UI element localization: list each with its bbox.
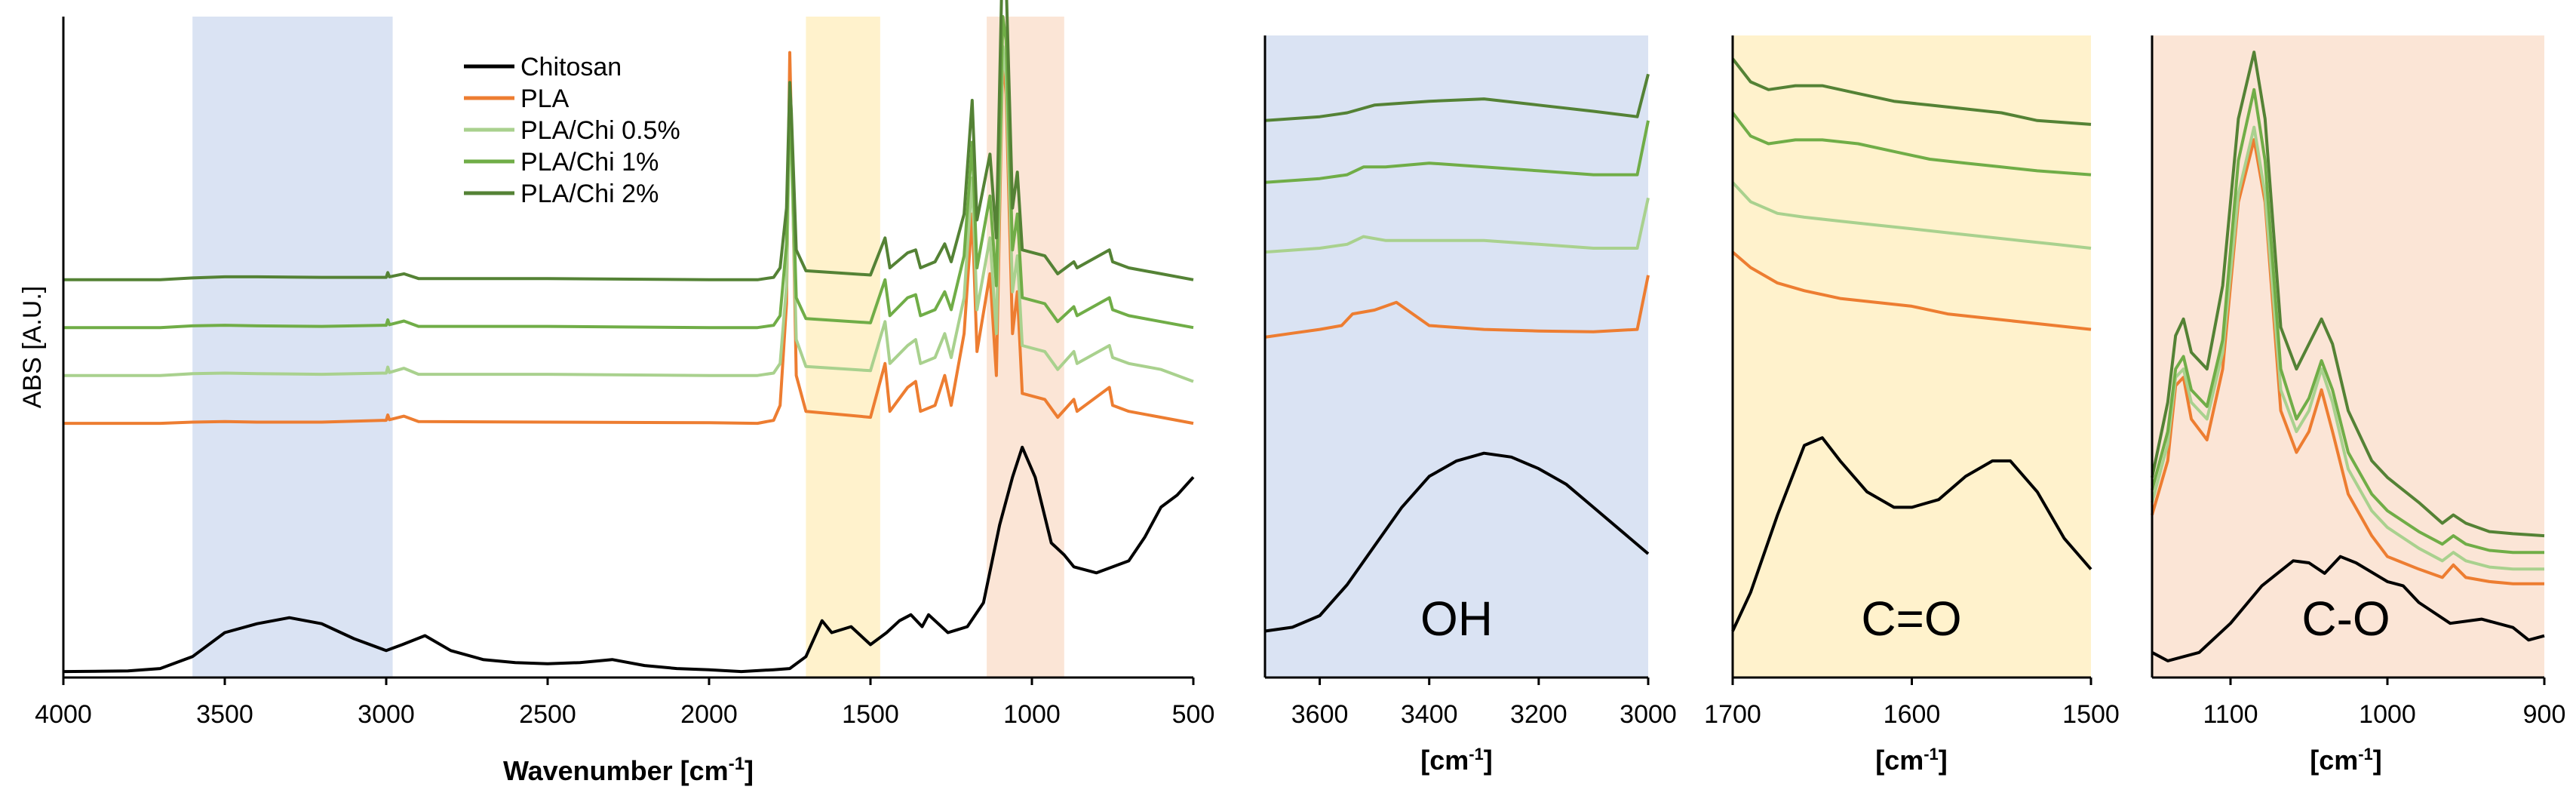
co-double-region-label: C=O	[1861, 592, 1961, 646]
co-double-region-chart: 1700 1600 1500 C=O [cm-1]	[1704, 35, 2120, 776]
c-o-x-tick-label: 900	[2523, 700, 2566, 729]
c-o-x-axis-title: [cm-1]	[2310, 745, 2382, 776]
x-tick-label: 3500	[196, 700, 253, 729]
legend-label-pla-chi-1: PLA/Chi 1%	[520, 148, 659, 177]
x-tick-labels: 4000 3500 3000 2500 2000 1500 1000 500	[35, 678, 1214, 729]
co-double-region-background	[1733, 35, 2091, 678]
highlight-band-2	[806, 17, 880, 678]
c-o-series-line-chitosan	[2151, 555, 2545, 662]
c-o-series-line-pla-chi-0-5	[2151, 125, 2544, 571]
co-double-x-tick-labels: 1700 1600 1500	[1704, 678, 2120, 729]
co-double-series-line-pla-chi-1	[1731, 112, 2092, 177]
highlight-band-1	[192, 17, 393, 678]
c-o-x-tick-label: 1000	[2359, 700, 2416, 729]
x-tick-label: 500	[1172, 700, 1215, 729]
oh-series-line-pla-chi-0-5	[1264, 197, 1650, 254]
oh-spectrum-lines	[1264, 73, 1650, 633]
c-o-series-line-pla-chi-2	[2151, 51, 2545, 538]
series-line-pla	[63, 51, 1194, 426]
oh-series-line-pla-chi-1	[1264, 120, 1650, 184]
x-tick-label: 2000	[680, 700, 738, 729]
co-double-x-tick-label: 1600	[1884, 700, 1941, 729]
oh-x-tick-label: 3200	[1510, 700, 1567, 729]
y-axis-title: ABS [A.U.]	[18, 286, 47, 409]
co-double-series-line-chitosan	[1731, 436, 2092, 632]
co-double-spectrum-lines	[1731, 57, 2092, 632]
co-double-x-axis-title: [cm-1]	[1875, 745, 1948, 776]
x-axis-title: Wavenumber [cm-1]	[503, 754, 754, 786]
series-line-pla-chi-0-5	[63, 45, 1194, 383]
x-tick-label: 1000	[1003, 700, 1061, 729]
series-line-pla-chi-2	[63, 0, 1194, 281]
c-o-series-line-pla	[2151, 138, 2544, 585]
oh-region-background	[1265, 35, 1648, 678]
co-double-series-line-pla-chi-2	[1731, 57, 2092, 126]
oh-x-tick-labels: 3600 3400 3200 3000	[1291, 678, 1677, 729]
x-tick-label: 1500	[842, 700, 899, 729]
oh-region-label: OH	[1420, 592, 1493, 646]
c-o-spectrum-lines	[2151, 51, 2545, 662]
c-o-region-chart: 1100 1000 900 C-O [cm-1]	[2151, 35, 2565, 776]
c-o-x-tick-labels: 1100 1000 900	[2203, 678, 2565, 729]
legend-label-pla-chi-0-5: PLA/Chi 0.5%	[520, 116, 680, 145]
c-o-series-line-pla-chi-1	[2151, 88, 2544, 555]
co-double-series-line-pla	[1731, 250, 2092, 331]
oh-x-tick-label: 3600	[1291, 700, 1349, 729]
oh-series-line-chitosan	[1264, 451, 1650, 633]
legend: Chitosan PLA PLA/Chi 0.5% PLA/Chi 1% PLA/Chi…	[464, 53, 680, 208]
main-spectrum-chart: 4000 3500 3000 2500 2000 1500 1000 500 Wavenumb…	[18, 0, 1214, 786]
spectrum-lines	[63, 0, 1195, 674]
co-double-x-tick-label: 1700	[1704, 700, 1761, 729]
co-double-x-tick-label: 1500	[2062, 700, 2120, 729]
oh-x-axis-title: [cm-1]	[1420, 745, 1493, 776]
co-double-series-line-pla-chi-0-5	[1731, 181, 2092, 250]
oh-series-line-pla	[1264, 275, 1650, 339]
oh-series-line-pla-chi-2	[1264, 73, 1650, 122]
oh-x-tick-label: 3400	[1401, 700, 1458, 729]
legend-label-pla: PLA	[520, 85, 570, 113]
oh-region-chart: 3600 3400 3200 3000 OH [cm-1]	[1263, 35, 1677, 776]
legend-label-pla-chi-2: PLA/Chi 2%	[520, 180, 659, 208]
x-tick-label: 2500	[519, 700, 576, 729]
legend-label-chitosan: Chitosan	[520, 53, 622, 81]
c-o-region-label: C-O	[2301, 592, 2390, 646]
c-o-x-tick-label: 1100	[2203, 700, 2258, 729]
series-line-pla-chi-1	[63, 15, 1194, 330]
oh-x-tick-label: 3000	[1620, 700, 1677, 729]
x-tick-label: 3000	[358, 700, 415, 729]
x-tick-label: 4000	[35, 700, 92, 729]
series-line-chitosan	[63, 445, 1195, 674]
